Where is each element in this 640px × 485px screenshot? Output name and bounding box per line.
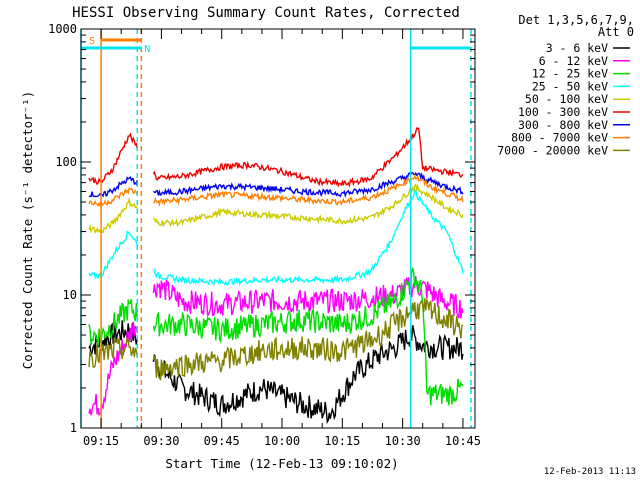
legend-label: 25 - 50 keV xyxy=(532,79,608,93)
axes: 1 10 100 1000 09:15 09:30 09:45 10:00 10:15 10:30… xyxy=(48,22,481,448)
x-tick-label: 10:00 xyxy=(264,434,300,448)
chart-title: HESSI Observing Summary Count Rates, Cor… xyxy=(72,5,460,21)
y-tick-label: 1 xyxy=(70,421,77,435)
series-line-25-50-kev-part2 xyxy=(153,189,464,287)
legend-label: 50 - 100 keV xyxy=(525,92,608,106)
legend-header-detectors: Det 1,3,5,6,7,9, xyxy=(518,13,634,27)
y-tick-label: 100 xyxy=(55,155,77,169)
marker-label-n: N xyxy=(144,44,150,55)
legend-label: 12 - 25 keV xyxy=(532,67,608,81)
legend-header-attenuator: Att 0 xyxy=(598,25,634,39)
series-line-300-800-kev-part1 xyxy=(88,176,138,198)
legend-label: 300 - 800 keV xyxy=(518,118,608,132)
legend-label: 800 - 7000 keV xyxy=(511,131,608,145)
series-line-50-100-kev-part1 xyxy=(88,196,138,235)
series-line-100-300-kev-part1 xyxy=(88,132,138,186)
x-tick-label: 10:45 xyxy=(445,434,481,448)
x-tick-label: 09:45 xyxy=(204,434,240,448)
plot-area: SN xyxy=(80,29,472,428)
x-tick-label: 09:15 xyxy=(83,434,119,448)
series-line-25-50-kev-part1 xyxy=(88,230,138,281)
series-line-7000-20000-kev-part2 xyxy=(152,297,464,382)
plot-frame xyxy=(80,28,476,429)
series-line-800-7000-kev-part1 xyxy=(88,186,138,208)
y-tick-label: 10 xyxy=(63,288,77,302)
series-line-7000-20000-kev-part1 xyxy=(88,337,138,368)
x-tick-label: 10:30 xyxy=(385,434,421,448)
marker-label-s: S xyxy=(89,36,95,47)
series-line-100-300-kev-part2 xyxy=(152,126,464,188)
series-line-12-25-kev-part1 xyxy=(88,298,138,347)
x-tick-label: 09:30 xyxy=(143,434,179,448)
timestamp: 12-Feb-2013 11:13 xyxy=(544,467,636,477)
series-line-50-100-kev-part2 xyxy=(153,183,464,228)
series-line-6-12-kev-part1 xyxy=(88,321,138,417)
legend-label: 3 - 6 keV xyxy=(546,41,608,55)
legend-label: 100 - 300 keV xyxy=(518,105,608,119)
y-axis-label: Corrected Count Rate (s⁻¹ detector⁻¹) xyxy=(20,91,35,369)
legend-label: 7000 - 20000 keV xyxy=(497,143,608,157)
x-axis-label: Start Time (12-Feb-13 09:10:02) xyxy=(165,456,398,471)
y-tick-label: 1000 xyxy=(48,22,77,36)
x-tick-label: 10:15 xyxy=(324,434,360,448)
legend-label: 6 - 12 keV xyxy=(539,54,608,68)
